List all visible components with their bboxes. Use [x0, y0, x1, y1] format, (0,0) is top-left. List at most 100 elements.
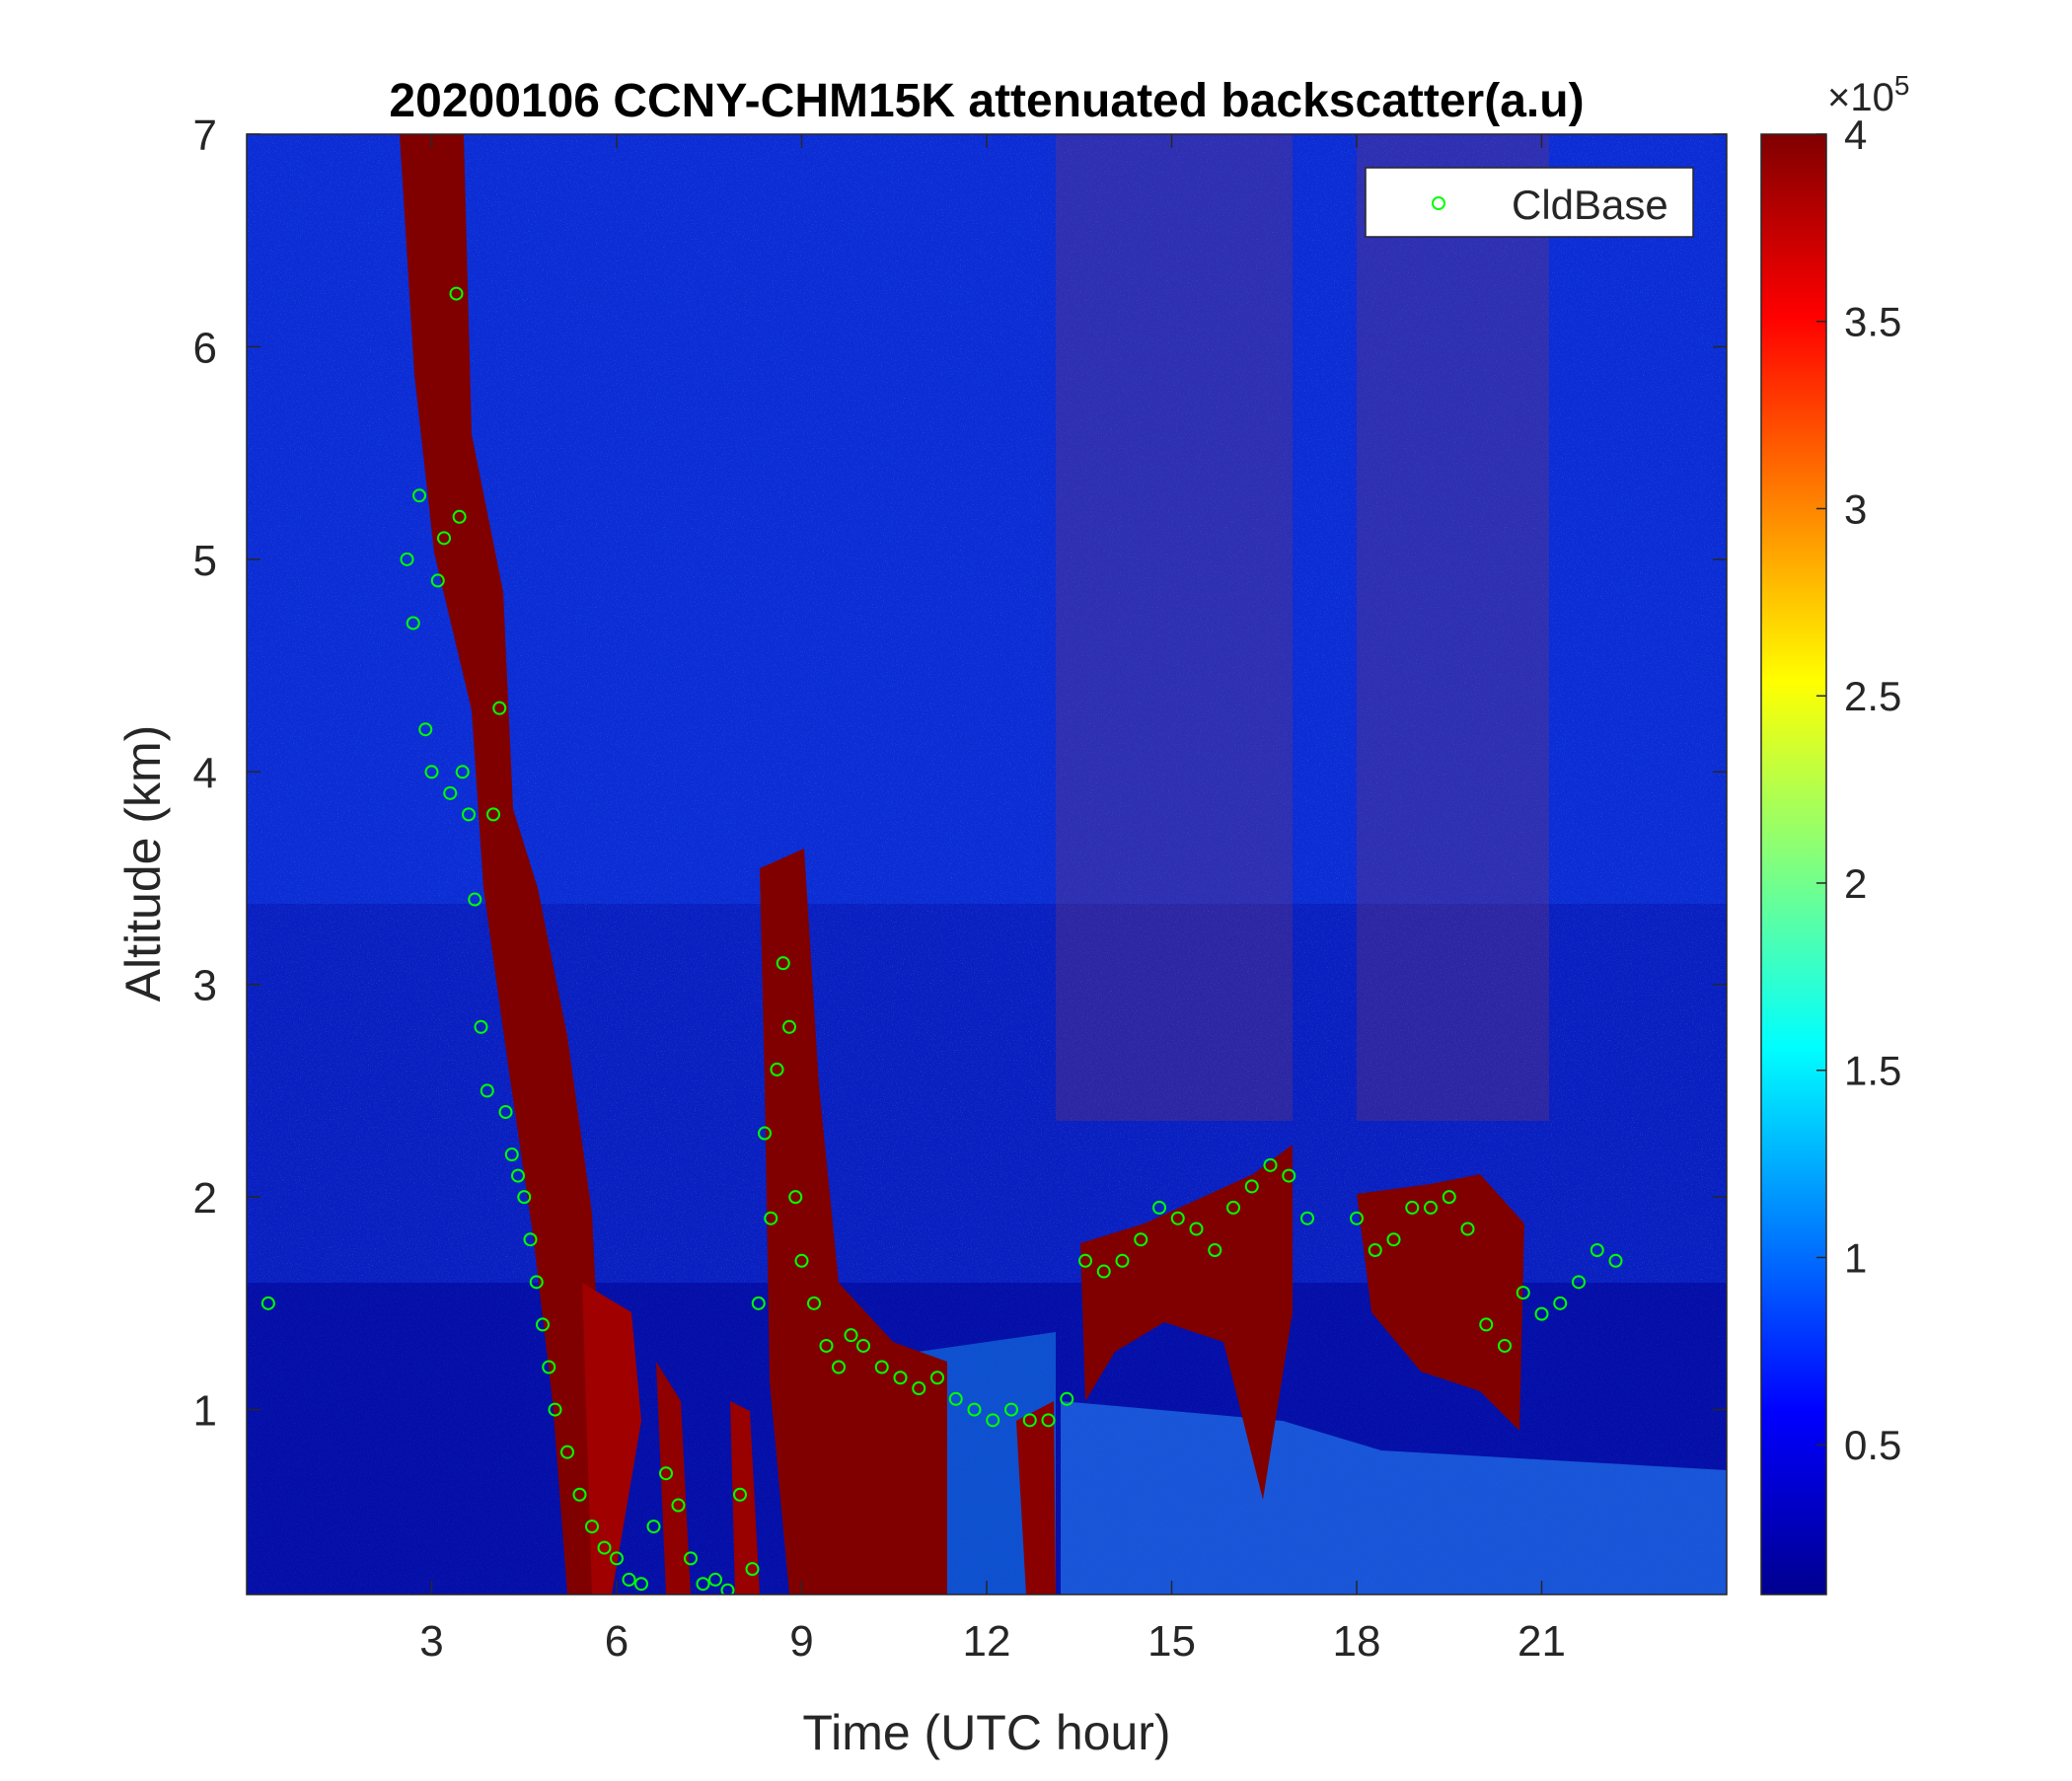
cldbase-point: [572, 1487, 587, 1502]
y-tick-label: 1: [193, 1387, 217, 1436]
cldbase-point: [437, 531, 451, 546]
cldbase-point: [782, 1019, 796, 1034]
cldbase-point: [560, 1445, 574, 1459]
cldbase-point: [912, 1381, 926, 1396]
cldbase-point: [893, 1371, 908, 1385]
cldbase-point: [529, 1275, 544, 1290]
colorbar-tick-label: 3.5: [1844, 299, 1901, 345]
y-tick-label: 4: [193, 749, 217, 797]
cldbase-point: [597, 1540, 612, 1555]
cldbase-point: [986, 1413, 1000, 1428]
cldbase-point: [807, 1296, 821, 1310]
heatmap-background: [247, 134, 1727, 1595]
cldbase-point: [856, 1338, 870, 1353]
cldbase-point: [622, 1572, 636, 1587]
cldbase-markers: [260, 286, 1623, 1595]
cldbase-point: [498, 1104, 513, 1119]
cldbase-point: [1282, 1168, 1296, 1183]
cldbase-point: [610, 1551, 624, 1566]
x-tick-label: 18: [1333, 1617, 1381, 1666]
y-tick-label: 7: [193, 111, 217, 160]
cldbase-point: [1386, 1232, 1401, 1247]
cldbase-point: [1263, 1157, 1278, 1172]
colorbar-tick-label: 1: [1844, 1234, 1867, 1281]
cldbase-point: [671, 1498, 686, 1513]
cldbase-point: [1498, 1338, 1512, 1353]
legend-label-cldbase: CldBase: [1512, 182, 1668, 228]
cldbase-point: [462, 807, 476, 822]
cldbase-point: [1300, 1211, 1314, 1225]
cldbase-point: [634, 1577, 648, 1592]
cldbase-point: [874, 1360, 889, 1374]
cldbase-point: [455, 765, 470, 779]
cldbase-point: [536, 1317, 550, 1332]
cldbase-point: [412, 488, 426, 503]
cldbase-point: [548, 1402, 562, 1417]
colorbar-tick-label: 2.5: [1844, 673, 1901, 719]
cldbase-point: [424, 765, 439, 779]
cldbase-point: [733, 1487, 747, 1502]
colorbar-gradient: [1760, 133, 1827, 1595]
cldbase-point: [1350, 1211, 1364, 1225]
cldbase-point: [720, 1583, 735, 1595]
cldbase-point: [1060, 1391, 1074, 1406]
cldbase-point: [1608, 1253, 1623, 1268]
cldbase-point: [418, 722, 433, 737]
x-axis-ticks: 3 6 9 12 15 18 21: [419, 134, 1566, 1666]
cldbase-point: [542, 1360, 556, 1374]
cldbase-point: [819, 1338, 834, 1353]
cldbase-point: [1572, 1275, 1586, 1290]
cldbase-point: [1590, 1243, 1604, 1258]
cldbase-point: [770, 1062, 784, 1076]
cldbase-point: [1226, 1200, 1240, 1215]
cldbase-point: [1368, 1243, 1382, 1258]
cldbase-point: [1115, 1253, 1130, 1268]
y-tick-label: 5: [193, 537, 217, 585]
cldbase-point: [832, 1360, 846, 1374]
cldbase-point: [751, 1296, 766, 1310]
cldbase-point: [844, 1328, 858, 1343]
cldbase-point: [1460, 1222, 1475, 1236]
colorbar-tick-label: 1.5: [1844, 1048, 1901, 1094]
cldbase-point: [400, 552, 414, 566]
x-tick-label: 12: [963, 1617, 1011, 1666]
cldbase-point: [758, 1126, 772, 1141]
cldbase-point: [1442, 1190, 1456, 1205]
cldbase-point: [1405, 1200, 1420, 1215]
cldbase-point: [967, 1402, 982, 1417]
cldbase-point: [449, 286, 464, 301]
cldbase-point: [1479, 1317, 1494, 1332]
colorbar-tick-label: 4: [1844, 111, 1867, 158]
cldbase-point: [1170, 1211, 1185, 1225]
cldbase-point: [1208, 1243, 1222, 1258]
cldbase-point: [646, 1520, 661, 1534]
colorbar-tick-label: 2: [1844, 860, 1867, 907]
cldbase-point: [1189, 1222, 1204, 1236]
cldbase-point: [1004, 1402, 1018, 1417]
colorbar: 0.5 1 1.5 2 2.5 3 3.5 4 ×105: [1760, 70, 1909, 1595]
cldbase-point: [430, 573, 445, 588]
colorbar-exponent: ×105: [1827, 70, 1909, 119]
cldbase-point: [1244, 1179, 1259, 1194]
x-tick-label: 15: [1147, 1617, 1196, 1666]
cldbase-point: [1534, 1306, 1549, 1321]
cldbase-point: [794, 1253, 809, 1268]
cldbase-point: [492, 701, 507, 715]
cldbase-point: [474, 1019, 488, 1034]
y-tick-label: 6: [193, 324, 217, 372]
cldbase-point: [1553, 1296, 1568, 1310]
colorbar-tick-label: 3: [1844, 485, 1867, 532]
cldbase-point: [745, 1562, 760, 1577]
cldbase-point: [260, 1296, 275, 1310]
cldbase-point: [523, 1232, 538, 1247]
cldbase-point: [659, 1466, 673, 1481]
legend: CldBase: [1365, 167, 1694, 238]
cldbase-point: [1022, 1413, 1037, 1428]
cldbase-point: [684, 1551, 698, 1566]
y-tick-label: 2: [193, 1174, 217, 1223]
cldbase-point: [504, 1148, 519, 1162]
cldbase-point: [480, 1083, 494, 1098]
x-tick-label: 6: [605, 1617, 629, 1666]
cldbase-point: [585, 1520, 599, 1534]
